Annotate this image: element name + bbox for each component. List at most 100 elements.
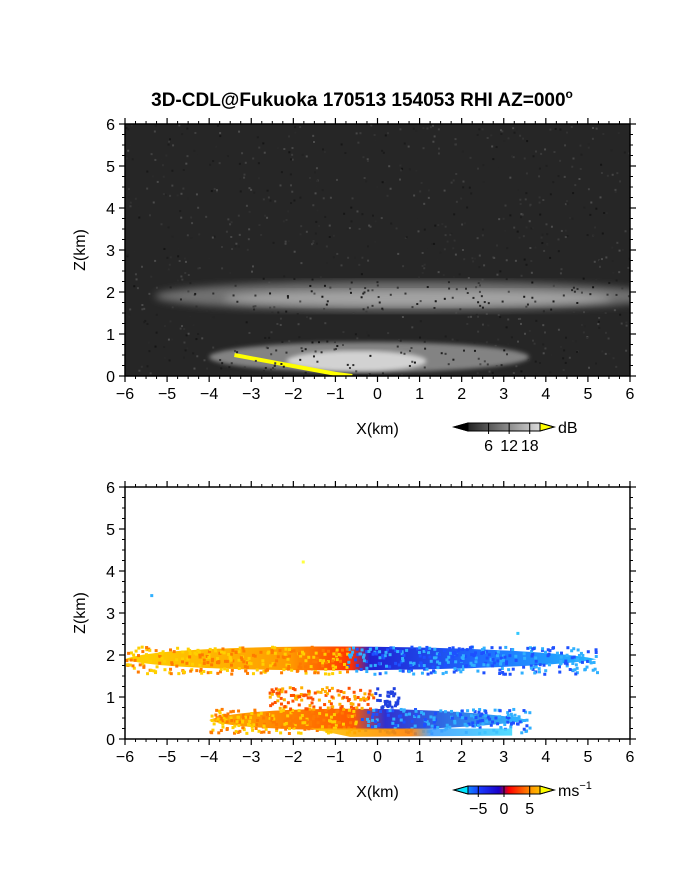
velocity-pixel [363,692,367,696]
noise-pixel [479,363,482,366]
noise-pixel [559,272,562,275]
panel-1-ytick-label: 0 [106,369,115,386]
noise-pixel [476,133,479,136]
noise-pixel [227,218,230,221]
noise-pixel [444,335,447,338]
noise-pixel [405,236,408,239]
noise-pixel [600,171,603,174]
noise-pixel [486,363,489,366]
noise-pixel [187,290,190,293]
velocity-pixel [460,716,464,720]
noise-pixel [615,279,618,282]
velocity-pixel [354,658,358,662]
velocity-pixel [518,720,522,724]
noise-pixel [312,134,315,137]
velocity-pixel [342,695,346,699]
noise-pixel [332,256,335,259]
velocity-pixel [340,711,344,715]
velocity-pixel [559,659,563,663]
noise-pixel [546,233,549,236]
velocity-pixel [459,658,463,662]
noise-pixel [213,235,216,238]
velocity-pixel [297,709,301,713]
noise-pixel [461,223,464,226]
velocity-pixel [327,672,331,676]
velocity-pixel [453,721,457,725]
noise-pixel [183,327,186,330]
velocity-pixel [429,715,433,719]
velocity-pixel [505,660,509,664]
noise-pixel [373,134,376,137]
noise-pixel [182,168,185,171]
noise-pixel [260,233,263,236]
noise-pixel [523,258,526,261]
noise-pixel [542,343,545,346]
noise-pixel [587,146,590,149]
noise-pixel [237,214,240,217]
noise-pixel [550,354,553,357]
velocity-pixel [214,649,218,653]
noise-pixel [415,129,418,132]
noise-pixel [273,364,276,367]
noise-pixel [550,308,553,311]
noise-pixel [243,366,246,369]
velocity-pixel [315,656,319,660]
velocity-pixel [291,719,295,723]
velocity-pixel [508,709,512,713]
velocity-pixel [160,651,164,655]
noise-pixel [171,184,174,187]
noise-pixel [450,181,453,184]
noise-pixel [571,340,574,343]
noise-pixel [407,145,410,148]
velocity-pixel [354,722,358,726]
noise-pixel [329,196,332,199]
noise-pixel [602,132,605,135]
noise-pixel [179,210,182,213]
velocity-pixel [241,720,245,724]
velocity-pixel [515,717,519,721]
velocity-pixel [591,668,595,672]
velocity-pixel [468,646,472,650]
noise-pixel [280,362,283,365]
velocity-pixel [262,724,266,728]
noise-pixel [146,239,149,242]
panel-1-xtick-label: −5 [158,386,176,403]
noise-pixel [553,151,556,154]
velocity-pixel [169,648,173,652]
noise-pixel [309,284,312,287]
velocity-pixel [509,725,513,729]
velocity-pixel [281,687,285,691]
noise-pixel [290,202,293,205]
velocity-pixel [498,709,502,713]
noise-pixel [448,287,451,290]
noise-pixel [500,364,503,367]
velocity-pixel [419,664,423,668]
velocity-pixel [420,710,424,714]
noise-pixel [169,286,172,289]
panel-2-xtick-label: 3 [499,749,508,766]
noise-pixel [294,131,297,134]
noise-pixel [149,372,152,375]
velocity-pixel [596,671,600,675]
velocity-pixel [522,665,526,669]
noise-pixel [342,344,345,347]
noise-pixel [524,332,527,335]
noise-pixel [455,143,458,146]
velocity-pixel [219,667,223,671]
velocity-pixel [286,701,290,705]
noise-pixel [138,216,141,219]
velocity-pixel [484,650,488,654]
velocity-pixel [225,668,229,672]
noise-pixel [186,197,189,200]
noise-pixel [299,358,302,361]
velocity-pixel [134,657,138,661]
velocity-pixel [206,661,210,665]
noise-pixel [163,356,166,359]
noise-pixel [513,131,516,134]
velocity-pixel [299,716,303,720]
velocity-pixel [239,656,243,660]
noise-pixel [128,313,131,316]
velocity-pixel [185,661,189,665]
noise-pixel [422,127,425,130]
noise-pixel [563,175,566,178]
